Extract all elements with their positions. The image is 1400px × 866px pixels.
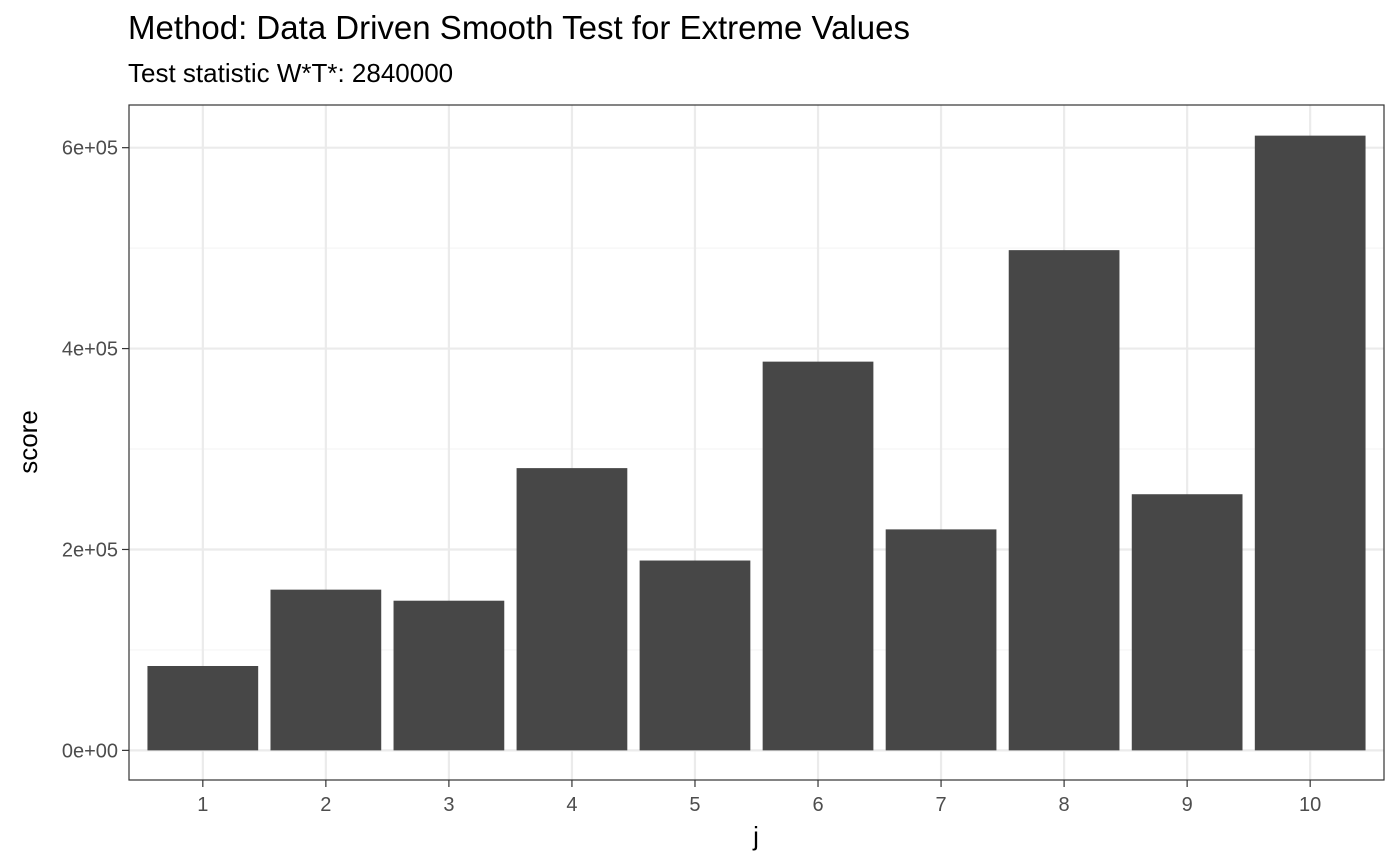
x-tick-label: 6	[812, 794, 823, 816]
x-tick-label: 1	[197, 794, 208, 816]
plot-panel-border	[128, 104, 1385, 781]
y-tick-label: 2e+05	[62, 539, 118, 561]
bar-8	[1008, 250, 1120, 751]
y-tick-label: 0e+00	[62, 740, 118, 762]
y-tick-label: 6e+05	[62, 138, 118, 160]
bar-5	[639, 560, 751, 751]
x-tick-label: 2	[320, 794, 331, 816]
x-tick-label: 8	[1059, 794, 1070, 816]
bar-3	[393, 600, 505, 751]
x-tick-label: 4	[566, 794, 577, 816]
bar-2	[270, 589, 382, 751]
bar-9	[1131, 494, 1243, 751]
bar-10	[1254, 135, 1366, 751]
bar-6	[762, 361, 874, 751]
y-axis-title: score	[13, 410, 43, 474]
x-tick-label: 5	[689, 794, 700, 816]
y-axis: 0e+00 2e+05 4e+05 6e+05	[62, 138, 129, 762]
x-axis-title: j	[752, 821, 759, 851]
y-tick-label: 4e+05	[62, 339, 118, 361]
x-tick-label: 3	[443, 794, 454, 816]
chart-subtitle: Test statistic W*T*: 2840000	[128, 58, 453, 88]
x-axis: 1 2 3 4 5 6 7 8 9 10	[197, 780, 1321, 816]
chart-title: Method: Data Driven Smooth Test for Extr…	[128, 9, 910, 46]
bars	[147, 135, 1366, 751]
x-tick-label: 7	[935, 794, 946, 816]
bar-1	[147, 665, 259, 751]
bar-4	[516, 468, 628, 751]
bar-7	[885, 529, 997, 751]
x-tick-label: 10	[1299, 794, 1321, 816]
x-tick-label: 9	[1182, 794, 1193, 816]
